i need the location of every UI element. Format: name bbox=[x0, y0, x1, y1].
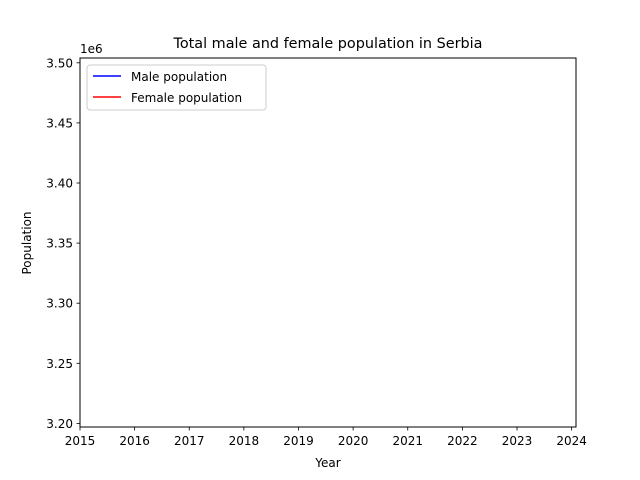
y-axis-offset-label: 1e6 bbox=[80, 42, 103, 56]
y-tick-label: 3.45 bbox=[46, 116, 73, 130]
y-tick-label: 3.20 bbox=[46, 417, 73, 431]
y-tick-label: 3.50 bbox=[46, 56, 73, 70]
x-tick-label: 2021 bbox=[392, 434, 423, 448]
legend-label-female: Female population bbox=[131, 91, 242, 105]
y-tick-label: 3.40 bbox=[46, 177, 73, 191]
x-tick-label: 2022 bbox=[447, 434, 478, 448]
plot-area-frame bbox=[79, 57, 577, 428]
y-tick-label: 3.30 bbox=[46, 297, 73, 311]
x-axis-ticks: 2015 2016 2017 2018 2019 2020 2021 2022 2023 2024 bbox=[65, 427, 587, 448]
legend: Male population Female population bbox=[86, 64, 267, 111]
y-tick-label: 3.35 bbox=[46, 237, 73, 251]
x-axis-label: Year bbox=[314, 456, 340, 470]
x-tick-label: 2016 bbox=[119, 434, 150, 448]
x-tick-label: 2017 bbox=[174, 434, 205, 448]
x-tick-label: 2018 bbox=[229, 434, 260, 448]
y-tick-label: 3.25 bbox=[46, 357, 73, 371]
y-axis-label: Population bbox=[20, 211, 34, 274]
legend-box bbox=[86, 64, 267, 111]
x-tick-label: 2020 bbox=[338, 434, 369, 448]
chart-title: Total male and female population in Serb… bbox=[173, 36, 483, 52]
legend-label-male: Male population bbox=[131, 70, 227, 84]
x-tick-label: 2019 bbox=[283, 434, 314, 448]
y-axis-ticks: 3.20 3.25 3.30 3.35 3.40 3.45 3.50 bbox=[46, 56, 80, 431]
x-tick-label: 2024 bbox=[556, 434, 587, 448]
x-tick-label: 2015 bbox=[65, 434, 96, 448]
x-tick-label: 2023 bbox=[502, 434, 533, 448]
